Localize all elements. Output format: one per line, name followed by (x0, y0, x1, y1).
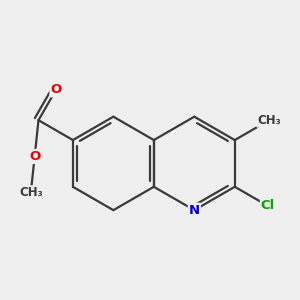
Text: O: O (29, 150, 40, 163)
Text: Cl: Cl (261, 200, 275, 212)
Text: CH₃: CH₃ (257, 114, 281, 127)
Text: CH₃: CH₃ (19, 186, 43, 199)
Text: O: O (50, 83, 62, 96)
Text: N: N (189, 204, 200, 217)
